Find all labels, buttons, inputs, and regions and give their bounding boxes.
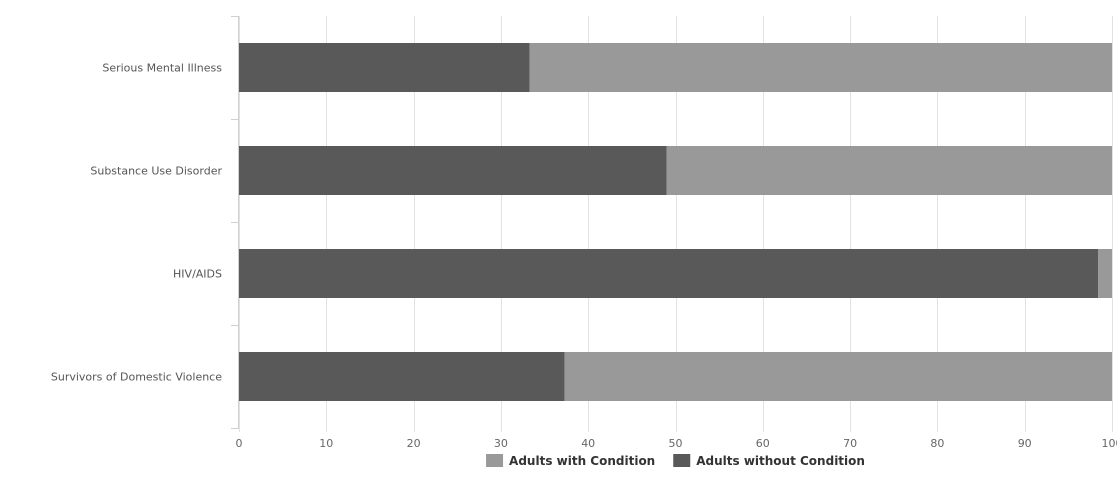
x-tick-label-70: 70 xyxy=(843,437,857,450)
x-tick-label-30: 30 xyxy=(494,437,508,450)
bar-hiv-aids-adults-without-condition[interactable] xyxy=(239,249,1099,298)
bar-substance-use-disorder-adults-without-condition[interactable] xyxy=(239,146,667,195)
legend-item-adults-with-condition[interactable]: Adults with Condition xyxy=(486,454,655,468)
bar-substance-use-disorder-adults-with-condition[interactable] xyxy=(666,146,1112,195)
bar-hiv-aids-adults-with-condition[interactable] xyxy=(1098,249,1112,298)
x-tick-label-10: 10 xyxy=(319,437,333,450)
bar-survivors-of-domestic-violence-adults-without-condition[interactable] xyxy=(239,352,565,401)
category-label-hiv-aids: HIV/AIDS xyxy=(173,268,222,281)
x-tick-label-40: 40 xyxy=(581,437,595,450)
legend-swatch-adults-without-condition xyxy=(673,454,691,467)
x-tick-labels: 0 10 20 30 40 50 60 70 80 90 100 xyxy=(236,437,1117,450)
legend-item-adults-without-condition[interactable]: Adults without Condition xyxy=(673,454,865,468)
x-tick-label-100: 100 xyxy=(1102,437,1117,450)
legend-label-adults-without-condition: Adults without Condition xyxy=(696,454,865,468)
x-tick-label-90: 90 xyxy=(1018,437,1032,450)
x-tick-label-50: 50 xyxy=(669,437,683,450)
category-label-substance-use-disorder: Substance Use Disorder xyxy=(90,165,222,178)
legend: Adults with Condition Adults without Cond… xyxy=(486,454,865,468)
legend-swatch-adults-with-condition xyxy=(486,454,504,467)
axes xyxy=(231,16,239,429)
x-tick-label-60: 60 xyxy=(756,437,770,450)
x-tick-label-0: 0 xyxy=(236,437,243,450)
category-label-serious-mental-illness: Serious Mental Illness xyxy=(102,62,222,75)
legend-label-adults-with-condition: Adults with Condition xyxy=(509,454,655,468)
bars xyxy=(239,43,1112,401)
bar-survivors-of-domestic-violence-adults-with-condition[interactable] xyxy=(564,352,1112,401)
category-labels: Serious Mental Illness Substance Use Diso… xyxy=(51,62,223,384)
category-label-survivors-of-domestic-violence: Survivors of Domestic Violence xyxy=(51,371,222,384)
x-tick-label-20: 20 xyxy=(407,437,421,450)
x-tick-label-80: 80 xyxy=(930,437,944,450)
bar-serious-mental-illness-adults-with-condition[interactable] xyxy=(529,43,1112,92)
bar-serious-mental-illness-adults-without-condition[interactable] xyxy=(239,43,530,92)
